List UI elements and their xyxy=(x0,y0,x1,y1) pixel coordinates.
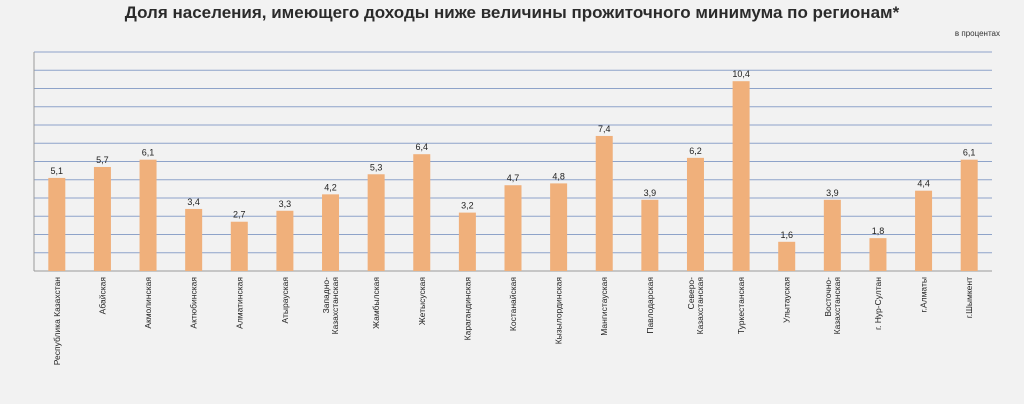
data-label: 5,7 xyxy=(96,155,109,165)
data-label: 1,8 xyxy=(872,226,885,236)
bar xyxy=(93,166,111,271)
category-label-line: Карагандинская xyxy=(462,277,472,341)
category-label: г.Шымкент xyxy=(964,277,974,318)
data-label: 4,2 xyxy=(324,182,337,192)
category-label-line: Павлодарская xyxy=(645,277,655,334)
bar xyxy=(732,81,750,271)
bar xyxy=(185,208,203,271)
bar xyxy=(686,157,704,271)
data-label: 2,7 xyxy=(233,210,246,220)
data-label: 6,2 xyxy=(689,146,702,156)
bar xyxy=(778,241,796,271)
bar xyxy=(595,135,613,271)
data-label: 6,1 xyxy=(963,148,976,158)
data-label: 7,4 xyxy=(598,124,611,134)
category-label-line: Северо- xyxy=(686,277,696,309)
category-label-line: Жетысуская xyxy=(417,277,427,325)
data-label: 6,1 xyxy=(142,148,155,158)
data-label: 6,4 xyxy=(416,142,429,152)
category-label-line: Казахстанская xyxy=(695,277,705,335)
category-label-line: г. Нур-Султан xyxy=(873,277,883,330)
category-label: Жамбылская xyxy=(371,277,381,329)
bar xyxy=(322,194,340,271)
category-label: Северо-Казахстанская xyxy=(686,277,705,335)
data-label: 5,3 xyxy=(370,162,383,172)
category-label: Восточно-Казахстанская xyxy=(823,277,842,335)
data-label: 3,9 xyxy=(644,188,657,198)
category-label-line: Абайская xyxy=(97,277,107,315)
bar xyxy=(823,199,841,271)
bar xyxy=(458,212,476,271)
category-label-line: Жамбылская xyxy=(371,277,381,329)
data-label: 4,4 xyxy=(917,179,930,189)
data-label: 3,4 xyxy=(187,197,200,207)
category-label: Атырауская xyxy=(280,277,290,324)
category-label-line: г.Шымкент xyxy=(964,277,974,318)
bar xyxy=(139,159,157,271)
chart-title: Доля населения, имеющего доходы ниже вел… xyxy=(124,3,900,22)
bar xyxy=(915,190,933,271)
category-label-line: Туркестанская xyxy=(736,277,746,334)
category-label: Республика Казахстан xyxy=(52,277,62,366)
category-label: Алматинская xyxy=(234,277,244,329)
category-label-line: Мангистауская xyxy=(599,277,609,336)
category-label: Костанайская xyxy=(508,277,518,332)
category-label-line: Атырауская xyxy=(280,277,290,324)
category-label: Жетысуская xyxy=(417,277,427,325)
bar xyxy=(413,154,431,271)
category-label: Мангистауская xyxy=(599,277,609,336)
bar xyxy=(367,174,385,271)
data-label: 3,9 xyxy=(826,188,839,198)
category-label-line: Акмолинская xyxy=(143,277,153,329)
data-label: 1,6 xyxy=(780,230,793,240)
category-label: Туркестанская xyxy=(736,277,746,334)
category-label: Павлодарская xyxy=(645,277,655,334)
unit-note: в процентах xyxy=(954,29,1000,38)
category-label-line: Казахстанская xyxy=(832,277,842,335)
data-label: 10,4 xyxy=(732,69,750,79)
category-label: Кызылординская xyxy=(554,277,564,345)
category-label-line: Актюбинская xyxy=(189,277,199,329)
category-label-line: Западно- xyxy=(321,277,331,314)
category-label: г.Алматы xyxy=(919,277,929,312)
category-label: г. Нур-Султан xyxy=(873,277,883,330)
bar xyxy=(48,177,66,271)
category-label-line: Алматинская xyxy=(234,277,244,329)
bar xyxy=(960,159,978,271)
category-label-line: Республика Казахстан xyxy=(52,277,62,366)
bar xyxy=(869,238,887,271)
bar xyxy=(641,199,659,271)
category-label: Актюбинская xyxy=(189,277,199,329)
category-label: Западно-Казахстанская xyxy=(321,277,340,335)
data-label: 4,8 xyxy=(552,171,565,181)
category-label-line: Восточно- xyxy=(823,277,833,317)
category-label-line: Кызылординская xyxy=(554,277,564,345)
category-label: Карагандинская xyxy=(462,277,472,341)
category-label-line: г.Алматы xyxy=(919,277,929,312)
category-label: Улытауская xyxy=(782,277,792,323)
category-label: Акмолинская xyxy=(143,277,153,329)
bar xyxy=(276,210,294,271)
data-label: 4,7 xyxy=(507,173,520,183)
bar xyxy=(504,185,522,271)
bar xyxy=(230,221,248,271)
category-label: Абайская xyxy=(97,277,107,315)
category-label-line: Костанайская xyxy=(508,277,518,332)
bar xyxy=(550,183,568,271)
category-label-line: Казахстанская xyxy=(330,277,340,335)
data-label: 3,3 xyxy=(279,199,292,209)
data-label: 5,1 xyxy=(51,166,64,176)
category-label-line: Улытауская xyxy=(782,277,792,323)
data-label: 3,2 xyxy=(461,201,474,211)
